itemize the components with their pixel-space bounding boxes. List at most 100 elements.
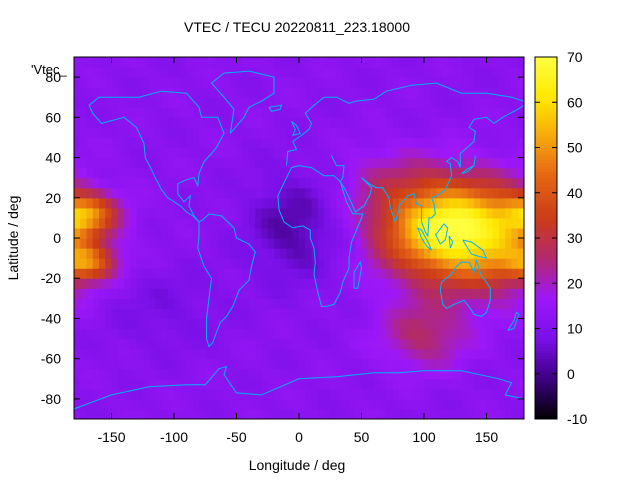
heat-cell bbox=[417, 338, 425, 350]
y-axis-label: Latitude / deg bbox=[5, 196, 21, 281]
heat-cell bbox=[355, 348, 363, 360]
heat-cell bbox=[236, 157, 244, 169]
heat-cell bbox=[424, 298, 431, 309]
heat-cell bbox=[174, 167, 181, 179]
heat-cell bbox=[217, 107, 225, 118]
heat-cell bbox=[511, 328, 519, 340]
heat-cell bbox=[455, 368, 463, 380]
heat-cell bbox=[86, 57, 94, 68]
heat-cell bbox=[161, 328, 169, 340]
heat-cell bbox=[355, 157, 363, 169]
heat-cell bbox=[92, 147, 100, 159]
heat-cell bbox=[274, 57, 281, 68]
heat-cell bbox=[199, 368, 206, 380]
heat-cell bbox=[442, 127, 450, 139]
heat-cell bbox=[136, 127, 144, 139]
heat-cell bbox=[155, 368, 163, 380]
colorbar-segment bbox=[535, 262, 557, 266]
heat-cell bbox=[230, 167, 238, 179]
colorbar-segment bbox=[535, 120, 557, 124]
heat-cell bbox=[149, 248, 156, 259]
heat-cell bbox=[199, 288, 206, 299]
heat-cell bbox=[349, 177, 356, 189]
heat-cell bbox=[74, 328, 81, 340]
heat-cell bbox=[286, 348, 294, 360]
heat-cell bbox=[211, 258, 219, 269]
heat-cell bbox=[224, 57, 231, 68]
heat-cell bbox=[292, 248, 300, 259]
heat-cell bbox=[349, 328, 356, 340]
heat-cell bbox=[424, 398, 431, 410]
heat-cell bbox=[224, 187, 231, 199]
heat-cell bbox=[180, 177, 188, 189]
heat-cell bbox=[499, 137, 506, 149]
coastline bbox=[277, 165, 364, 307]
heat-cell bbox=[255, 167, 263, 179]
heat-cell bbox=[355, 227, 363, 239]
heat-cell bbox=[142, 117, 150, 128]
heat-cell bbox=[511, 187, 519, 199]
heat-cell bbox=[480, 77, 488, 88]
heat-cell bbox=[324, 177, 331, 189]
heat-cell bbox=[367, 408, 375, 419]
heat-cell bbox=[380, 308, 388, 320]
heat-cell bbox=[517, 227, 524, 239]
heat-cell bbox=[411, 147, 419, 159]
heat-cell bbox=[174, 308, 181, 320]
heat-cell bbox=[411, 227, 419, 239]
heat-cell bbox=[280, 97, 288, 108]
heat-cell bbox=[355, 137, 363, 149]
heat-cell bbox=[267, 87, 275, 98]
heat-cell bbox=[405, 67, 413, 78]
heat-cell bbox=[305, 378, 313, 390]
colorbar-segment bbox=[535, 304, 557, 308]
heat-cell bbox=[305, 57, 313, 68]
heat-cell bbox=[292, 348, 300, 360]
heat-cell bbox=[192, 338, 200, 350]
heat-cell bbox=[230, 378, 238, 390]
heat-cell bbox=[280, 268, 288, 279]
heat-cell bbox=[474, 318, 481, 330]
heat-cell bbox=[242, 187, 250, 199]
heat-cell bbox=[474, 157, 481, 169]
heat-cell bbox=[136, 137, 144, 149]
heat-cell bbox=[180, 117, 188, 128]
heat-cell bbox=[255, 288, 263, 299]
heat-cell bbox=[186, 388, 194, 400]
heat-cell bbox=[86, 207, 94, 219]
heat-cell bbox=[274, 358, 281, 370]
heat-cell bbox=[517, 137, 524, 149]
heat-cell bbox=[361, 97, 369, 108]
heat-cell bbox=[192, 248, 200, 259]
heat-cell bbox=[355, 328, 363, 340]
heat-cell bbox=[199, 268, 206, 279]
heat-cell bbox=[455, 308, 463, 320]
heat-cell bbox=[80, 338, 88, 350]
heat-cell bbox=[180, 137, 188, 149]
heat-cell bbox=[355, 67, 363, 78]
heat-cell bbox=[336, 308, 344, 320]
heat-cell bbox=[86, 97, 94, 108]
heat-cell bbox=[492, 107, 500, 118]
heat-cell bbox=[261, 67, 269, 78]
heat-cell bbox=[511, 348, 519, 360]
heat-cell bbox=[155, 157, 163, 169]
heat-cell bbox=[399, 308, 406, 320]
heat-cell bbox=[130, 398, 138, 410]
heat-cell bbox=[211, 278, 219, 289]
heat-cell bbox=[430, 278, 438, 289]
heat-cell bbox=[130, 338, 138, 350]
heat-cell bbox=[117, 127, 125, 139]
heat-cell bbox=[461, 388, 469, 400]
heat-cell bbox=[449, 288, 456, 299]
heat-cell bbox=[286, 358, 294, 370]
heat-cell bbox=[424, 248, 431, 259]
heat-cell bbox=[255, 187, 263, 199]
colorbar bbox=[535, 57, 557, 420]
heat-cell bbox=[117, 57, 125, 68]
heat-cell bbox=[392, 67, 400, 78]
heat-cell bbox=[261, 167, 269, 179]
heat-cell bbox=[242, 147, 250, 159]
heat-cell bbox=[274, 278, 281, 289]
heatmap-cells bbox=[74, 57, 524, 419]
